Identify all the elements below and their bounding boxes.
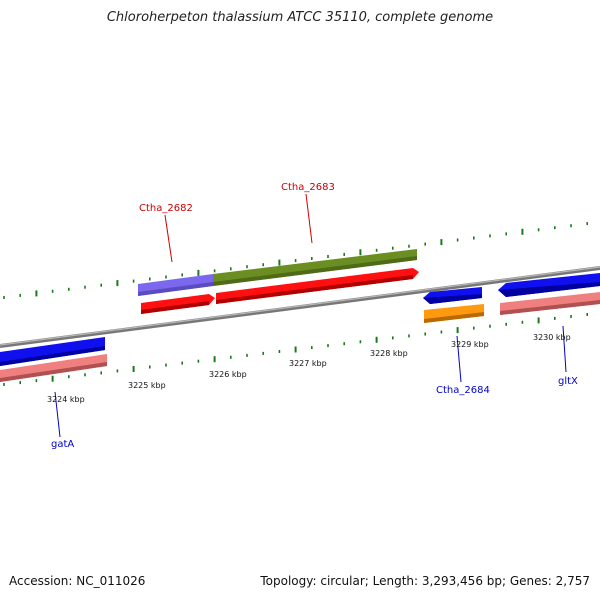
genome-backbone [0, 266, 600, 348]
cds-ctha-2682-arrow[interactable] [141, 294, 215, 314]
genome-summary-text: Topology: circular; Length: 3,293,456 bp… [260, 574, 590, 588]
scale-label: 3226 kbp [209, 370, 247, 379]
scale-label: 3229 kbp [451, 340, 489, 349]
gene-ctha-2682-bar[interactable] [138, 274, 213, 296]
tick-marks-outer [3, 222, 589, 299]
cds-ctha-2684-arrow[interactable] [423, 287, 482, 304]
cds-gata-arrow[interactable] [0, 337, 105, 366]
scale-label: 3230 kbp [533, 333, 571, 342]
gene-gltx-bar[interactable] [500, 292, 600, 315]
tick-marks-inner [3, 313, 589, 386]
gene-label-ctha-2683[interactable]: Ctha_2683 [281, 182, 335, 193]
gene-label-ctha-2682[interactable]: Ctha_2682 [139, 203, 193, 214]
accession-text: Accession: NC_011026 [9, 574, 146, 588]
cds-ctha-2683-arrow[interactable] [216, 268, 419, 304]
map-title: Chloroherpeton thalassium ATCC 35110, co… [106, 10, 494, 25]
gene-ctha-2683-bar[interactable] [213, 249, 417, 286]
gene-ctha-2684-bar[interactable] [424, 304, 484, 323]
gene-label-gltx[interactable]: gltX [558, 376, 578, 387]
gene-label-gata[interactable]: gatA [51, 439, 74, 450]
gene-label-ctha-2684[interactable]: Ctha_2684 [436, 385, 490, 396]
scale-label: 3224 kbp [47, 395, 85, 404]
scale-label: 3225 kbp [128, 381, 166, 390]
gene-gata-bar[interactable] [0, 354, 107, 382]
scale-label: 3228 kbp [370, 349, 408, 358]
cds-gltx-arrow[interactable] [498, 273, 600, 297]
callout-lines [54, 193, 567, 438]
scale-label: 3227 kbp [289, 359, 327, 368]
